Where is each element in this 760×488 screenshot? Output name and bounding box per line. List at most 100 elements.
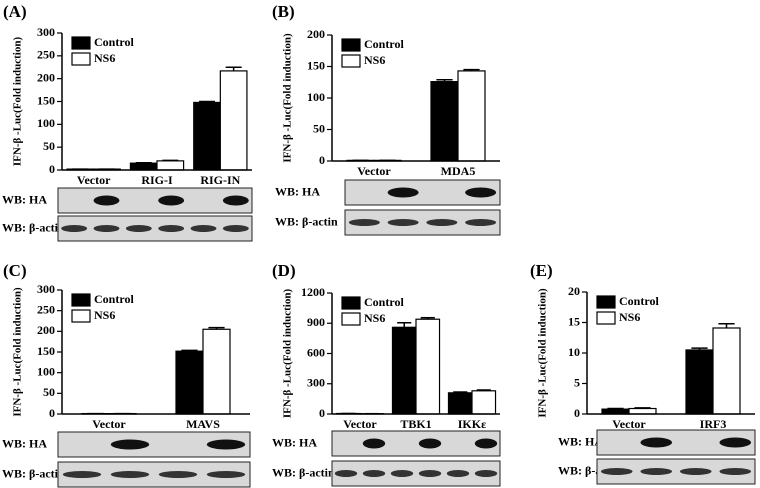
- legend-label: NS6: [364, 311, 385, 325]
- legend-swatch: [71, 36, 91, 50]
- legend-label: NS6: [94, 51, 115, 65]
- bar: [447, 392, 473, 415]
- bar: [175, 350, 204, 415]
- x-tick-label: Vector: [612, 417, 646, 431]
- y-tick-label: 200: [307, 27, 325, 41]
- blot-band: [158, 225, 185, 232]
- blot-band: [418, 438, 442, 449]
- blot-label: WB: HA: [275, 184, 320, 198]
- y-tick-label: 50: [43, 385, 55, 399]
- blot-strip: [331, 430, 501, 457]
- x-tick-label: IKKε: [458, 417, 486, 431]
- y-tick-label: 5: [574, 375, 580, 389]
- blot-label: WB: β-actin: [2, 466, 65, 480]
- y-tick-label: 0: [49, 162, 55, 176]
- legend-label: Control: [364, 295, 404, 309]
- y-axis-label: IFN-β -Luc(Fold induction): [12, 287, 24, 417]
- blot-band: [110, 471, 150, 478]
- blot-band: [465, 219, 497, 226]
- legend-label: Control: [94, 292, 134, 306]
- x-tick-label: Vector: [343, 417, 377, 431]
- legend-swatch: [341, 38, 361, 52]
- x-tick-label: Vector: [357, 164, 391, 178]
- y-tick-label: 300: [307, 376, 325, 390]
- blot-band: [158, 471, 198, 478]
- legend-swatch: [596, 311, 616, 325]
- blot-band: [640, 437, 673, 448]
- panel-label: (A): [3, 2, 27, 21]
- blot-band: [474, 438, 498, 449]
- panel-label: (D): [272, 261, 296, 280]
- bar: [156, 160, 185, 171]
- bar: [685, 349, 714, 415]
- y-tick-label: 0: [319, 153, 325, 167]
- blot-band: [348, 219, 380, 226]
- bar: [471, 390, 497, 415]
- x-tick-label: Vector: [77, 173, 111, 187]
- blot-strip: [331, 460, 501, 487]
- y-tick-label: 200: [37, 70, 55, 84]
- x-tick-label: RIG-IN: [200, 173, 240, 187]
- y-tick-label: 200: [37, 323, 55, 337]
- y-tick-label: 250: [37, 302, 55, 316]
- y-tick-label: 50: [43, 139, 55, 153]
- blot-label: WB: HA: [272, 435, 317, 449]
- bar: [457, 70, 486, 162]
- blot-band: [334, 470, 358, 477]
- legend-swatch: [596, 295, 616, 309]
- y-tick-label: 100: [37, 364, 55, 378]
- y-tick-label: 150: [307, 58, 325, 72]
- blot-band: [362, 470, 386, 477]
- x-tick-label: IRF3: [700, 417, 727, 431]
- y-tick-label: 0: [49, 406, 55, 420]
- bar: [202, 328, 231, 415]
- blot-label: WB: β-actin: [272, 465, 335, 479]
- blot-band: [387, 219, 419, 226]
- bar: [193, 101, 221, 171]
- blot-band: [62, 471, 102, 478]
- blot-band: [190, 225, 217, 232]
- blot-band: [362, 438, 386, 449]
- blot-band: [93, 225, 120, 232]
- y-axis-label: IFN-β -Luc(Fold induction): [12, 37, 24, 167]
- bar: [628, 407, 657, 415]
- y-tick-label: 20: [568, 284, 580, 298]
- blot-band: [679, 468, 712, 475]
- bar: [712, 327, 741, 415]
- y-tick-label: 50: [313, 121, 325, 135]
- legend-swatch: [71, 293, 91, 307]
- blot-band: [158, 195, 185, 206]
- y-axis-label: IFN-β -Luc(Fold induction): [537, 288, 549, 418]
- blot-strip: [57, 187, 253, 214]
- legend-label: NS6: [94, 308, 115, 322]
- panel-label: (C): [3, 261, 27, 280]
- blot-band: [206, 471, 246, 478]
- blot-band: [474, 470, 498, 477]
- blot-label: WB: β-actin: [275, 214, 338, 228]
- y-tick-label: 250: [37, 48, 55, 62]
- blot-band: [222, 195, 249, 206]
- legend-swatch: [341, 296, 361, 310]
- y-tick-label: 100: [307, 90, 325, 104]
- y-axis-label: IFN-β -Luc(Fold induction): [282, 33, 294, 163]
- y-axis-label: IFN-β -Luc(Fold induction): [282, 289, 294, 419]
- blot-label: WB: HA: [558, 434, 603, 448]
- blot-band: [426, 219, 458, 226]
- blot-band: [61, 225, 88, 232]
- panel-label: (E): [530, 261, 553, 280]
- bar: [391, 326, 417, 415]
- blot-band: [418, 470, 442, 477]
- y-tick-label: 150: [37, 344, 55, 358]
- y-tick-label: 15: [568, 314, 580, 328]
- legend-swatch: [71, 309, 91, 323]
- blot-band: [640, 468, 673, 475]
- legend-swatch: [71, 52, 91, 66]
- x-tick-label: TBK1: [400, 417, 431, 431]
- blot-band: [387, 187, 419, 198]
- legend-swatch: [341, 54, 361, 68]
- y-tick-label: 600: [307, 345, 325, 359]
- blot-band: [93, 195, 120, 206]
- y-tick-label: 1200: [301, 285, 325, 299]
- bar: [415, 318, 441, 415]
